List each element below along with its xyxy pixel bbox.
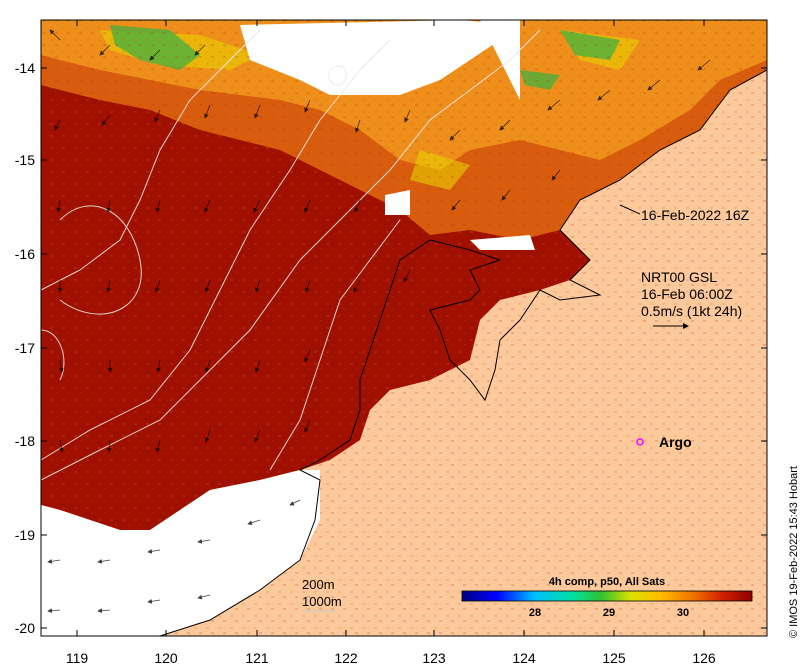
cloud-gaps <box>41 20 535 636</box>
sst-time-label: 16-Feb-2022 16Z <box>641 207 750 223</box>
isobath-lines <box>40 29 541 481</box>
colorbar-tick: 28 <box>529 607 541 619</box>
y-tick-label: -16 <box>15 246 35 262</box>
y-tick-label: -20 <box>15 620 35 636</box>
annotations: 16-Feb-2022 16Z NRT00 GSL 16-Feb 06:00Z … <box>302 204 750 612</box>
isobath-200-label: 200m <box>302 577 335 592</box>
x-tick-label: 126 <box>692 650 716 666</box>
x-tick-label: 123 <box>422 650 446 666</box>
argo-marker <box>636 438 644 446</box>
isobath-1000-label: 1000m <box>302 594 342 609</box>
credit-text: © IMOS 19-Feb-2022 15:43 Hobart <box>788 466 800 638</box>
y-tick-label: -14 <box>15 60 35 76</box>
x-axis: 119 120 121 122 123 124 125 126 <box>66 20 716 666</box>
plot-frame <box>40 19 768 637</box>
colorbar-title: 4h comp, p50, All Sats <box>549 576 665 588</box>
colorbar-tick: 29 <box>603 607 615 619</box>
colorbar-gradient <box>461 590 753 602</box>
x-tick-label: 120 <box>154 650 178 666</box>
current-vectors <box>47 29 711 614</box>
current-time-label: 16-Feb 06:00Z <box>641 286 733 302</box>
current-source-label: NRT00 GSL <box>641 269 717 285</box>
coastline <box>159 69 768 637</box>
colorbar-tick: 30 <box>677 607 689 619</box>
x-tick-label: 122 <box>334 650 358 666</box>
y-tick-label: -19 <box>15 527 35 543</box>
sst-time-pointer <box>619 204 641 215</box>
x-tick-label: 125 <box>602 650 626 666</box>
argo-label: Argo <box>659 434 692 450</box>
x-tick-label: 121 <box>245 650 269 666</box>
y-tick-label: -15 <box>15 152 35 168</box>
x-tick-label: 119 <box>66 650 89 666</box>
x-tick-label: 124 <box>512 650 536 666</box>
colorbar: 4h comp, p50, All Sats 28 29 30 <box>461 576 753 619</box>
y-tick-label: -18 <box>15 433 35 449</box>
y-axis: -14 -15 -16 -17 -18 -19 -20 <box>15 60 767 636</box>
y-tick-label: -17 <box>15 340 35 356</box>
plot-area <box>40 19 768 637</box>
current-scale-label: 0.5m/s (1kt 24h) <box>641 303 742 319</box>
